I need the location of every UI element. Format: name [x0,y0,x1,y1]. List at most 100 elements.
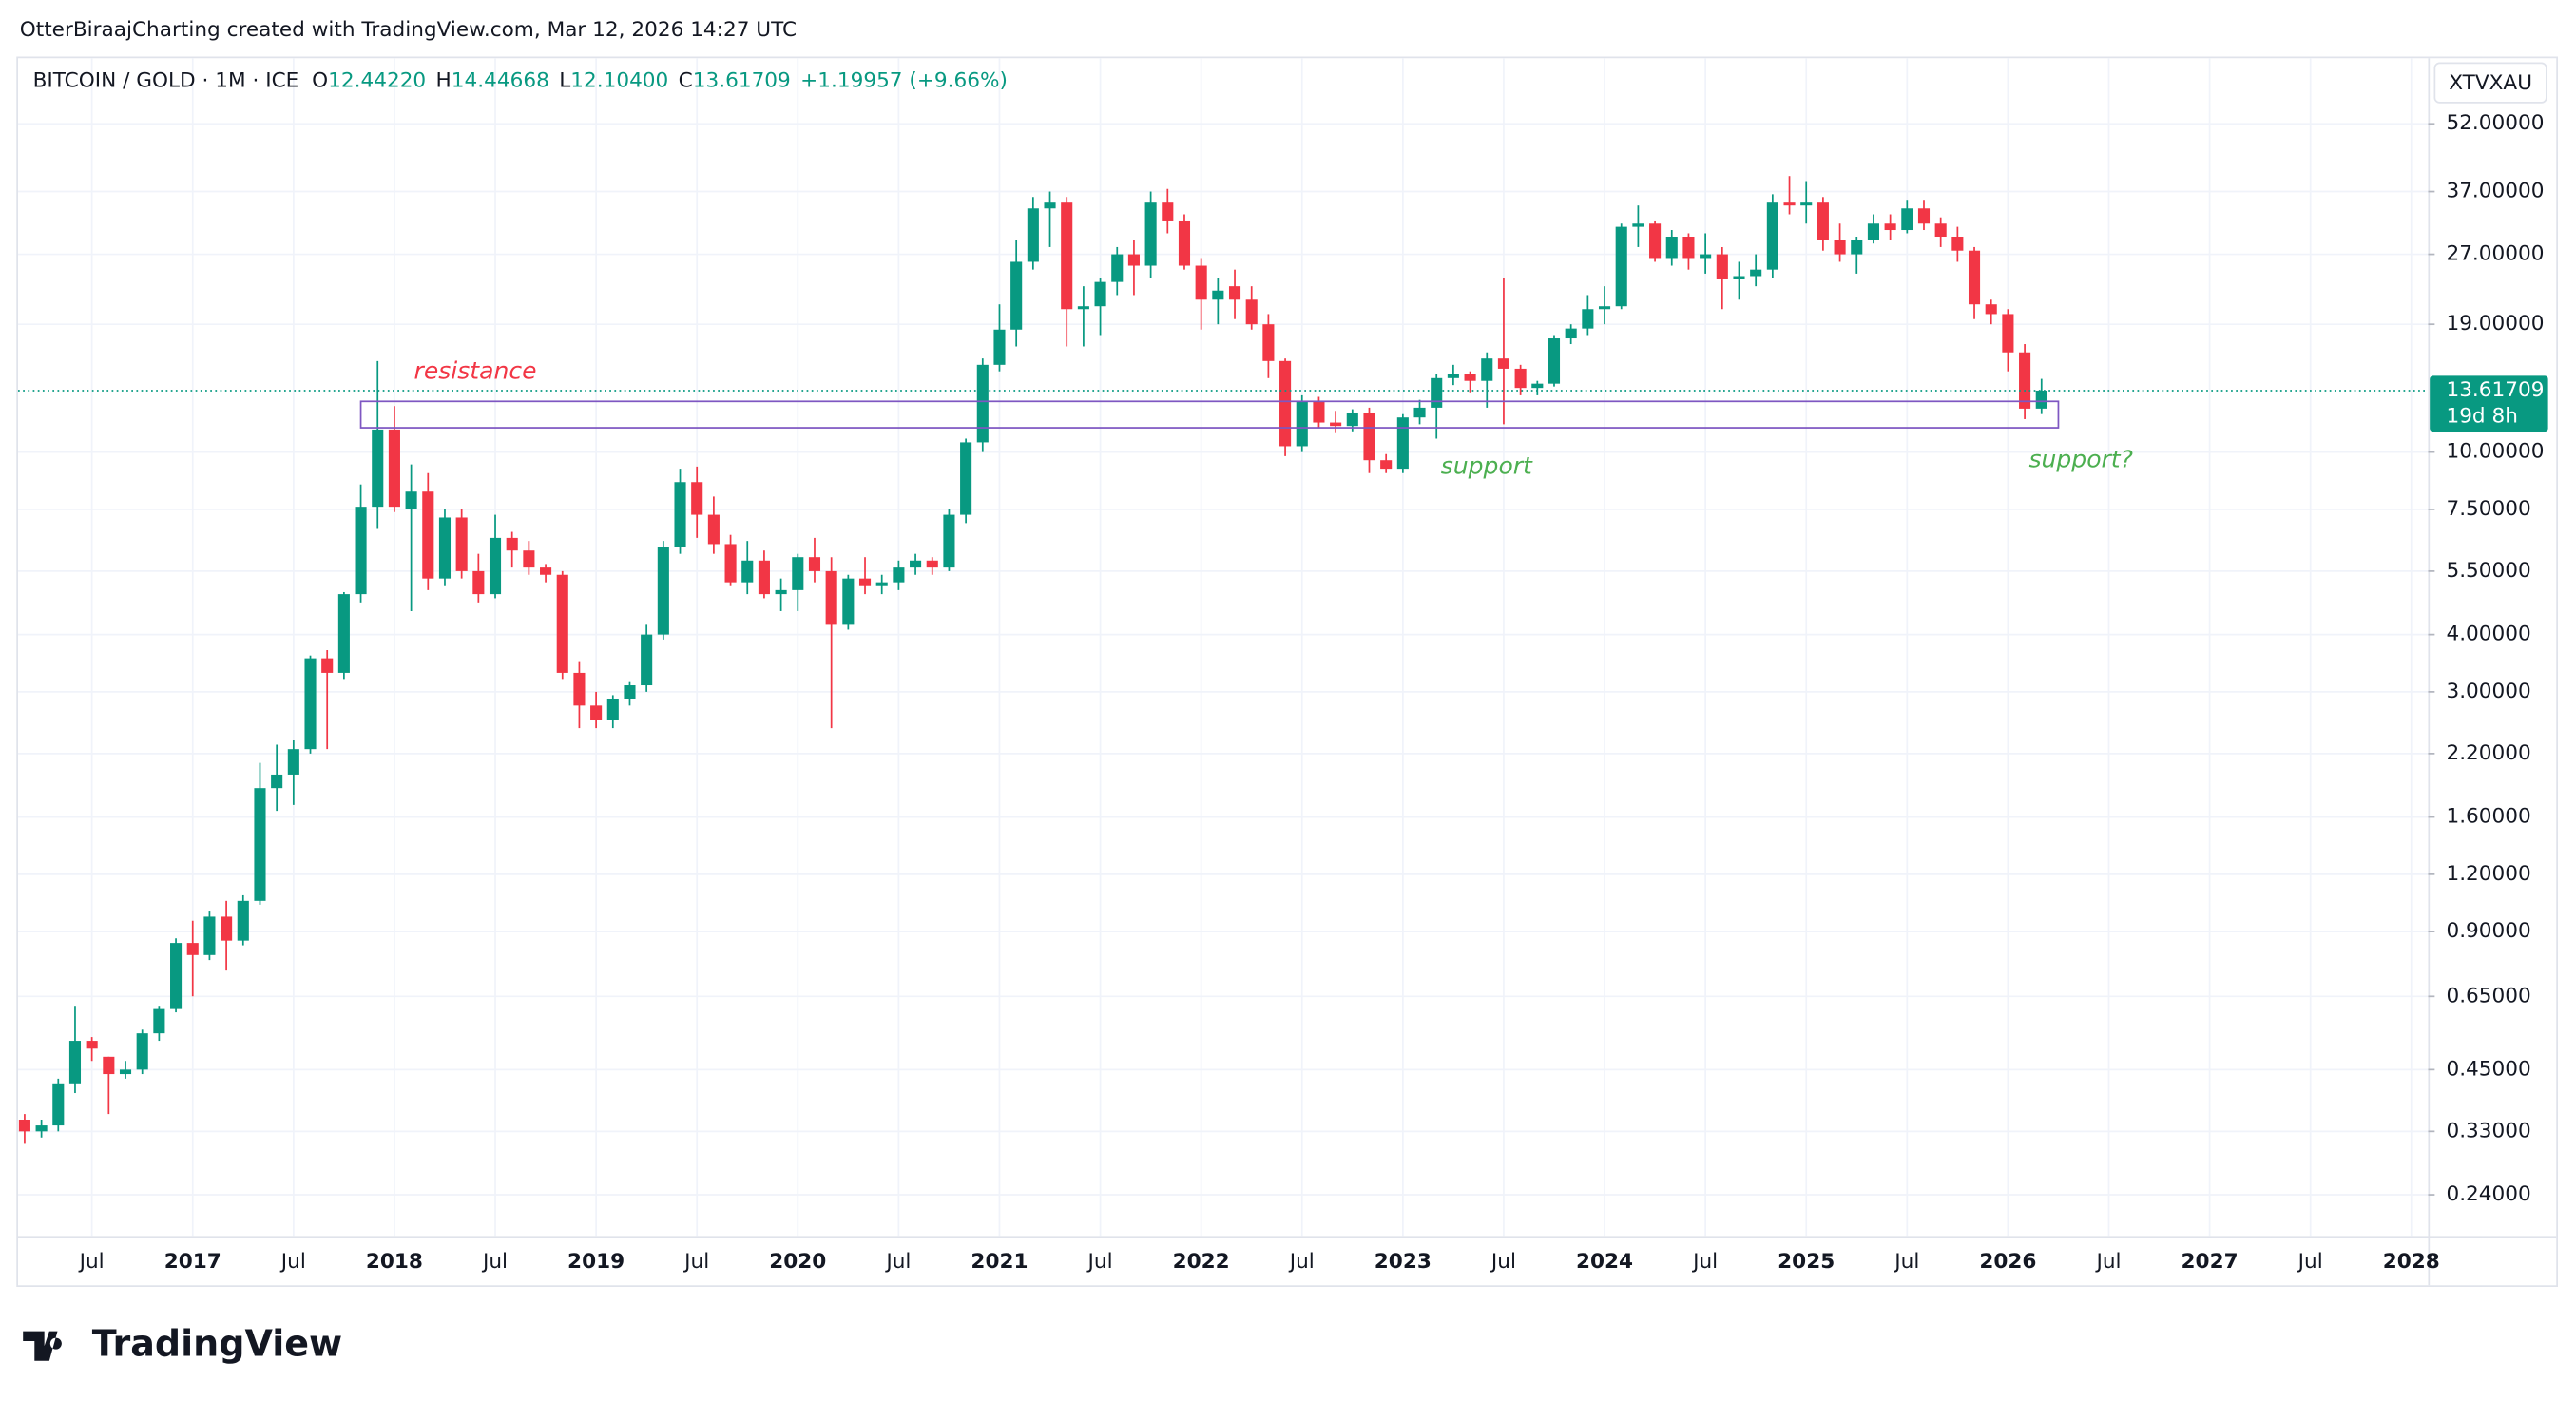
logo: TradingView [23,1323,342,1365]
y-tick-label: 19.00000 [2446,312,2544,336]
candle-body [1615,226,1627,307]
candle-body [455,517,468,571]
candle-body [1330,422,1342,427]
candle-body [186,943,199,955]
candle-body [1162,202,1174,221]
candle [606,695,619,729]
candle [1497,278,1509,425]
x-tick-label: 2020 [769,1250,826,1274]
x-tick-label: Jul [279,1250,306,1274]
x-tick-label: 2026 [1979,1250,2036,1274]
candle [976,358,989,452]
candle-body [1884,223,1896,231]
candle-body [943,514,955,568]
y-tick-label: 52.00000 [2446,111,2544,135]
candle-body [910,560,922,568]
candle-body [18,1120,30,1132]
candle [573,661,586,729]
x-tick-label: Jul [1490,1250,1516,1274]
y-tick-label: 4.00000 [2446,623,2530,646]
candle [186,920,199,997]
candle-body [1178,220,1191,266]
candle-body [976,364,989,443]
overlays: 52.00000 37.00000 27.00000 19.00000 10.00000… [18,111,2548,1206]
last-price-box [2430,375,2548,432]
countdown: 19d 8h [2446,405,2517,429]
candle-body [674,482,686,547]
candle-body [540,567,552,575]
candle-body [1531,383,1544,389]
legend-value: 13.61709 [693,68,791,92]
x-tick-label: 2018 [366,1250,423,1274]
candle [825,557,837,729]
candle-body [641,634,653,686]
candle [523,541,535,575]
candle-body [321,658,334,673]
candle [438,509,452,586]
candle-body [1750,269,1762,277]
candle [960,438,972,524]
candle [372,360,384,529]
candle-body [1582,309,1594,329]
y-tick-label: 0.65000 [2446,984,2530,1008]
candle-body [1228,286,1241,300]
candle-body [1044,202,1056,209]
candle-body [472,570,485,595]
legend-value: 12.10400 [570,68,668,92]
candle-body [2035,390,2047,409]
candle [287,740,299,805]
candle-body [1497,358,1509,369]
candle-body [1598,306,1611,310]
candle [1279,358,1292,456]
candle-body [1296,401,1308,447]
candle [1851,237,1863,274]
symbol-title: BITCOIN / GOLD · 1M · ICE [33,68,299,92]
candle [875,574,888,595]
symbol-box[interactable] [2433,62,2547,104]
candle [1396,413,1409,473]
candle [170,938,183,1013]
candle-body [1867,223,1879,240]
candle [237,894,249,946]
candle-body [573,672,586,706]
candle-body [2019,352,2031,409]
legend-label: L [559,68,570,92]
candle [321,649,334,750]
candle-body [237,900,249,941]
candle [153,1006,165,1042]
symbol-legend: BITCOIN / GOLD · 1M · ICE O12.44220 H14.44… [33,68,1008,92]
candle-body [808,557,821,571]
x-tick-label: 2027 [2182,1250,2239,1274]
candle [1228,269,1241,319]
candle [1934,217,1947,247]
candle [1061,197,1073,347]
candle [1447,364,1459,386]
candle [1144,191,1157,278]
candle-body [1649,223,1662,259]
logo-mark [23,1331,62,1361]
candle-body [1279,360,1292,447]
candle [1884,214,1896,240]
candle [1766,194,1778,278]
candle-body [875,582,888,586]
candle-body [1985,304,1997,315]
candle [1162,188,1174,234]
candle [808,537,821,583]
candle-body [606,698,619,720]
candle [2002,309,2014,372]
candle [590,691,603,729]
candle-body [993,329,1006,365]
candle [337,591,350,680]
candle-body [170,943,183,1009]
candle [1700,233,1712,274]
annotation: resistance [414,356,537,384]
candle [993,304,1006,372]
candle-body [724,544,737,583]
candle [1834,223,1846,262]
candle [1632,205,1644,247]
candle-body [1061,202,1073,310]
candle-body [1665,237,1678,259]
candle [103,1056,115,1115]
x-tick-label: 2017 [164,1250,221,1274]
candle [641,624,653,692]
